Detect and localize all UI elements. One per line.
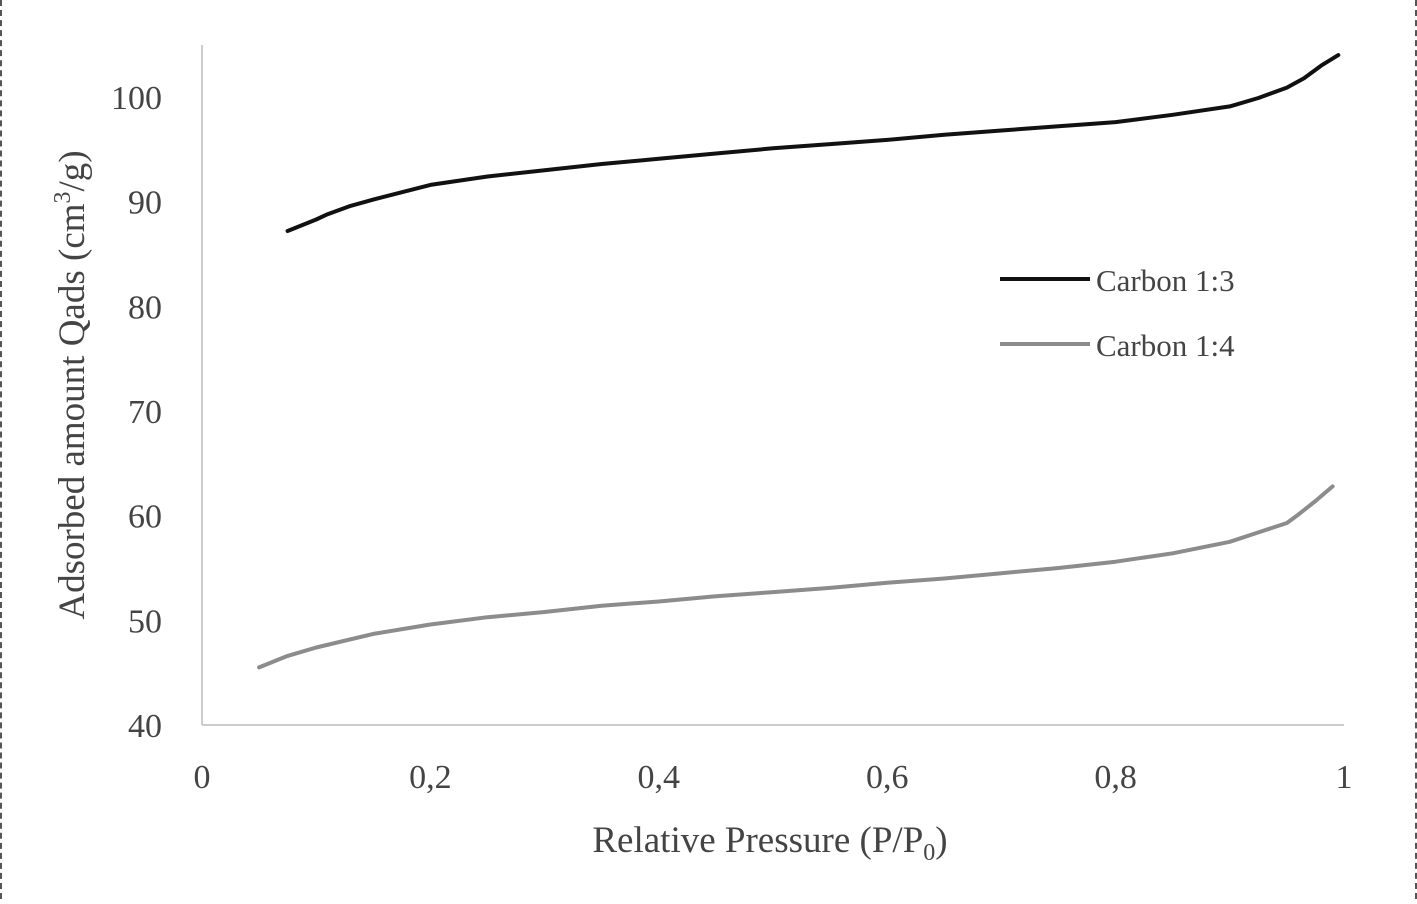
x-tick-label: 0,4 [638,759,681,796]
legend-label-carbon-1-3: Carbon 1:3 [1096,263,1235,298]
x-tick-label: 0,6 [866,759,909,796]
x-tick-label: 1 [1336,759,1353,796]
x-tick-label: 0,2 [409,759,452,796]
legend-label-carbon-1-4: Carbon 1:4 [1096,328,1235,363]
y-tick-label: 60 [128,499,162,536]
y-tick-label: 40 [128,708,162,745]
axes [201,45,1344,726]
legend: Carbon 1:3 Carbon 1:4 [1000,263,1235,363]
x-axis-label: Relative Pressure (P/P0) [592,820,947,866]
y-tick-label: 80 [128,289,162,326]
y-tick-label: 100 [111,80,162,117]
x-tick-label: 0 [194,759,211,796]
y-axis-label: Adsorbed amount Qads (cm3/g) [50,150,93,619]
series-line-carbon-1-4 [257,484,1335,670]
tick-labels: 40 50 60 70 80 90 100 0 0,2 0,4 0,6 0,8 1 [111,80,1353,796]
plot-area [257,53,1341,670]
y-tick-label: 90 [128,185,162,222]
y-tick-label: 50 [128,603,162,640]
y-tick-label: 70 [128,394,162,431]
x-tick-label: 0,8 [1094,759,1137,796]
series-line-carbon-1-3 [285,53,1341,233]
